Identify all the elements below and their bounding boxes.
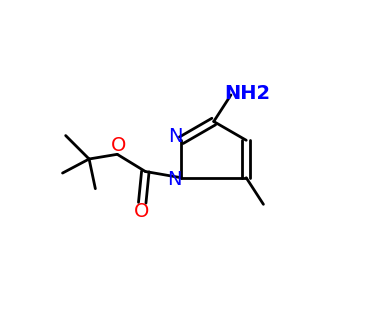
Text: NH2: NH2 — [224, 84, 270, 103]
Text: N: N — [167, 170, 182, 189]
Text: O: O — [134, 202, 149, 221]
Text: N: N — [168, 127, 183, 146]
Text: O: O — [111, 136, 126, 155]
